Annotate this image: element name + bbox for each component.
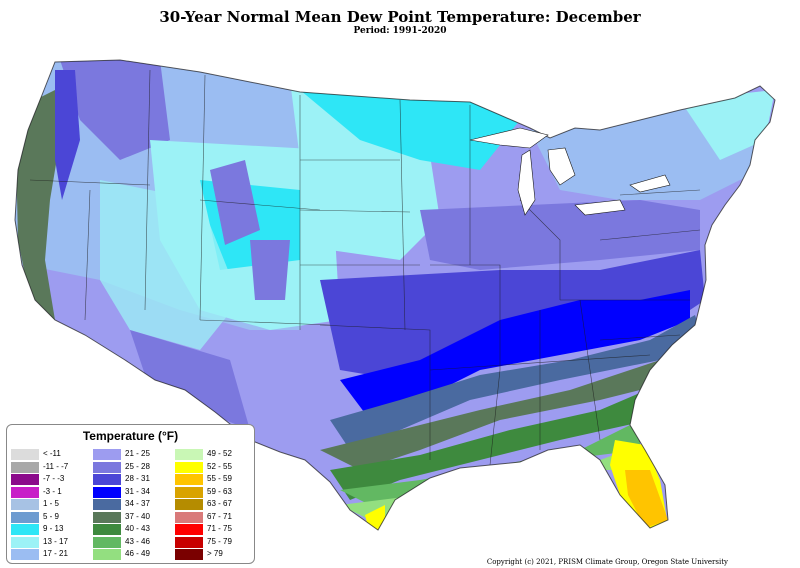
legend-item: 31 - 34	[93, 485, 175, 501]
legend-swatch	[11, 461, 39, 473]
legend-label: 40 - 43	[125, 524, 150, 533]
legend-swatch	[11, 474, 39, 485]
legend-item: 5 - 9	[11, 510, 93, 526]
legend-label: > 79	[207, 549, 223, 558]
legend-item: 49 - 52	[175, 447, 257, 463]
legend-item: 1 - 5	[11, 497, 93, 513]
legend-label: 1 - 5	[43, 499, 60, 508]
legend-item: 55 - 59	[175, 472, 257, 488]
legend-swatch	[175, 486, 203, 498]
legend-item: 43 - 46	[93, 535, 175, 551]
legend-item: -7 - -3	[11, 472, 93, 488]
legend-label: 46 - 49	[125, 549, 150, 558]
legend-swatch	[11, 524, 39, 535]
legend-swatch	[93, 549, 121, 560]
legend-swatch	[93, 499, 121, 510]
legend-label: 13 - 17	[43, 536, 68, 546]
legend-swatch	[11, 499, 39, 510]
great-lakes	[469, 127, 671, 216]
legend-item: 63 - 67	[175, 497, 257, 513]
legend-item: 67 - 71	[175, 510, 257, 526]
legend-swatch	[93, 461, 121, 473]
legend-swatch	[175, 461, 203, 473]
legend-swatch	[11, 449, 39, 460]
legend-swatch	[11, 536, 39, 548]
legend-label: 21 - 25	[125, 449, 150, 458]
legend-label: 37 - 40	[125, 511, 150, 521]
legend-swatch	[175, 499, 203, 510]
legend-item: 13 - 17	[11, 535, 93, 551]
legend-label: 67 - 71	[207, 511, 232, 521]
legend-item: 21 - 25	[93, 447, 175, 463]
legend-swatch	[11, 511, 39, 523]
legend-swatch	[175, 524, 203, 535]
legend-item: 37 - 40	[93, 510, 175, 526]
legend-swatch	[175, 549, 203, 560]
legend-swatch	[175, 449, 203, 460]
legend-label: 55 - 59	[207, 474, 232, 483]
legend-title: Temperature (°F)	[82, 429, 179, 443]
legend-item: 59 - 63	[175, 485, 257, 501]
legend-label: -11 - -7	[43, 461, 69, 471]
map-subtitle: Period: 1991-2020	[353, 26, 447, 36]
legend-swatch	[93, 524, 121, 535]
legend-label: 43 - 46	[125, 536, 150, 546]
legend-label: 5 - 9	[43, 511, 60, 521]
legend-item: 52 - 55	[175, 460, 257, 476]
legend-item: -3 - 1	[11, 485, 93, 501]
legend-label: 31 - 34	[125, 486, 150, 496]
legend-swatch	[93, 449, 121, 460]
legend-item: 40 - 43	[93, 522, 175, 538]
legend-swatch	[175, 474, 203, 485]
legend-item: 28 - 31	[93, 472, 175, 488]
legend-label: 34 - 37	[125, 499, 150, 508]
legend-label: 59 - 63	[207, 486, 232, 496]
legend-label: 25 - 28	[125, 461, 150, 471]
map-title: 30-Year Normal Mean Dew Point Temperatur…	[159, 8, 641, 26]
legend-swatch	[93, 486, 121, 498]
legend-item: < -11	[11, 447, 93, 463]
legend-swatch	[93, 474, 121, 485]
legend-item: 46 - 49	[93, 547, 175, 563]
legend-panel: Temperature (°F) < -11 -11 - -7 -7 - -3 -3 …	[6, 424, 255, 564]
legend-item: 71 - 75	[175, 522, 257, 538]
legend-label: 75 - 79	[207, 536, 232, 546]
state-borders	[14, 59, 776, 531]
legend-label: 63 - 67	[207, 499, 232, 508]
legend-label: < -11	[43, 449, 61, 458]
legend-swatch	[175, 536, 203, 548]
legend-label: 71 - 75	[207, 524, 232, 533]
legend-label: 17 - 21	[43, 549, 68, 558]
legend-swatch	[11, 549, 39, 560]
legend-label: 52 - 55	[207, 461, 232, 471]
legend-swatch	[175, 511, 203, 523]
legend-item: 17 - 21	[11, 547, 93, 563]
copyright-text: Copyright (c) 2021, PRISM Climate Group,…	[486, 558, 728, 566]
legend-label: -7 - -3	[43, 474, 65, 483]
legend-label: 28 - 31	[125, 474, 150, 483]
legend-label: 49 - 52	[207, 449, 232, 458]
legend-item: > 79	[175, 547, 257, 563]
legend-item: -11 - -7	[11, 460, 93, 476]
legend-label: -3 - 1	[43, 486, 62, 496]
legend-swatch	[11, 486, 39, 498]
legend-swatch	[93, 536, 121, 548]
legend-item: 25 - 28	[93, 460, 175, 476]
legend-item: 9 - 13	[11, 522, 93, 538]
legend-swatch	[93, 511, 121, 523]
legend-label: 9 - 13	[43, 524, 64, 533]
legend-item: 34 - 37	[93, 497, 175, 513]
legend-item: 75 - 79	[175, 535, 257, 551]
